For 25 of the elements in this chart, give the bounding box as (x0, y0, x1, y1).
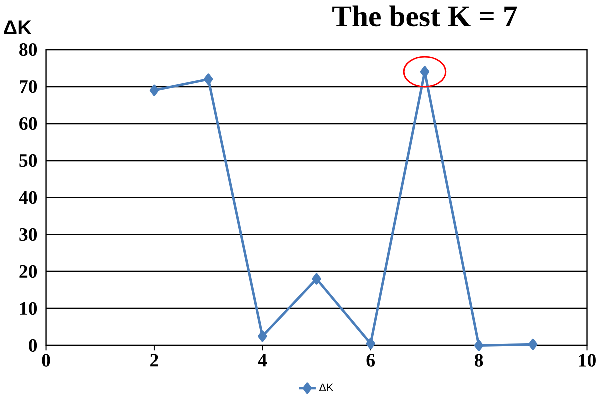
y-tick-label: 20 (20, 265, 38, 278)
point (204, 73, 214, 85)
x-tick-label: 4 (258, 354, 268, 366)
y-tick-label: 30 (20, 228, 38, 241)
y-axis-title: ΔK (4, 20, 32, 34)
y-tick-label: 70 (20, 80, 38, 93)
x-tick-label: 0 (42, 354, 50, 367)
x-tick-label: 8 (474, 354, 484, 367)
point (366, 338, 376, 350)
x-tick-label: 6 (366, 354, 376, 367)
y-tick-label: 10 (20, 302, 38, 315)
annotation: The best K = 7 (332, 5, 518, 26)
point (528, 338, 538, 350)
y-tick-label: 50 (20, 154, 38, 167)
x-tick-label: 2 (150, 354, 158, 366)
y-tick-label: 80 (20, 43, 38, 56)
point (258, 330, 268, 342)
legend-label: ΔK (320, 384, 334, 392)
point (312, 273, 322, 285)
point (474, 340, 484, 352)
y-tick-label: 40 (19, 191, 38, 204)
point (150, 84, 160, 96)
y-tick-label: 60 (20, 117, 38, 130)
y-tick-label: 0 (29, 339, 38, 352)
x-tick-label: 10 (579, 354, 596, 367)
